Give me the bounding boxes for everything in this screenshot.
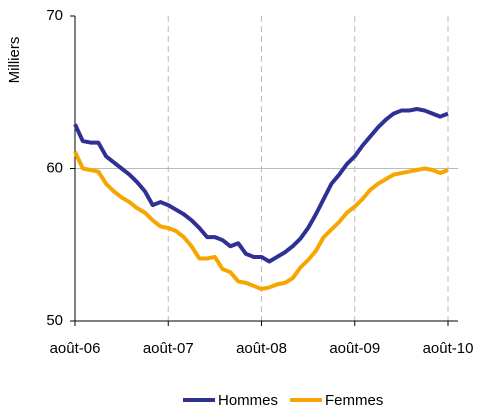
y-tick-label: 70 <box>46 7 63 24</box>
x-tick-label: août-10 <box>423 340 474 357</box>
legend-label: Hommes <box>218 392 278 409</box>
y-tick-label: 50 <box>46 312 63 329</box>
series-line <box>73 150 449 291</box>
x-tick-label: août-08 <box>236 340 287 357</box>
legend-label: Femmes <box>325 392 383 409</box>
y-axis-label: Milliers <box>6 37 23 84</box>
series-line <box>73 107 449 264</box>
y-tick-label: 60 <box>46 159 63 176</box>
x-tick-label: août-09 <box>329 340 380 357</box>
x-tick-label: août-07 <box>143 340 194 357</box>
x-tick-label: août-06 <box>50 340 101 357</box>
